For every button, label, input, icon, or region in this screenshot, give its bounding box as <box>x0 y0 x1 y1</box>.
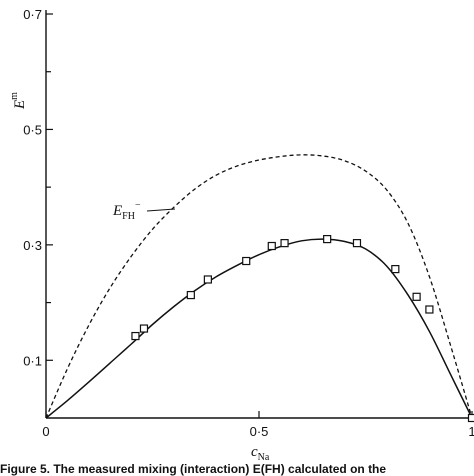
series-measured-solid <box>45 238 473 419</box>
y-tick-label: 0·5 <box>23 122 42 137</box>
y-axis-title: Em <box>9 92 28 110</box>
y-tick-label: 0·3 <box>23 238 42 253</box>
data-point-square <box>242 256 251 266</box>
data-point-square <box>412 292 421 301</box>
data-point-square <box>352 239 362 248</box>
efh-leader-line <box>146 208 176 212</box>
titles: EFH− cNa Em <box>9 92 270 463</box>
x-tick-label: 0 <box>42 424 49 439</box>
data-point-square <box>267 241 276 251</box>
data-point-square <box>467 413 474 423</box>
x-axis-title: cNa <box>251 444 270 463</box>
ticks: 0 0·5 1 0·1 0·3 0·5 0·7 <box>23 7 474 439</box>
axes <box>45 10 472 419</box>
data-point-square <box>131 331 140 341</box>
series-efh-dashed <box>45 154 473 419</box>
figure-caption: Figure 5. The measured mixing (interacti… <box>0 463 387 476</box>
y-tick-label: 0·7 <box>23 7 42 22</box>
x-tick-label: 0·5 <box>250 424 269 439</box>
data-point-square <box>280 239 289 248</box>
x-tick-label: 1 <box>468 424 474 439</box>
data-point-square <box>186 290 195 300</box>
efh-series-label: EFH− <box>112 200 141 222</box>
data-point-square <box>425 305 434 314</box>
data-point-square <box>203 275 212 284</box>
data-point-square <box>323 234 332 244</box>
series <box>45 154 473 419</box>
data-point-square <box>139 324 149 333</box>
markers <box>131 234 474 423</box>
y-tick-label: 0·1 <box>23 353 42 368</box>
data-point-square <box>391 264 400 274</box>
